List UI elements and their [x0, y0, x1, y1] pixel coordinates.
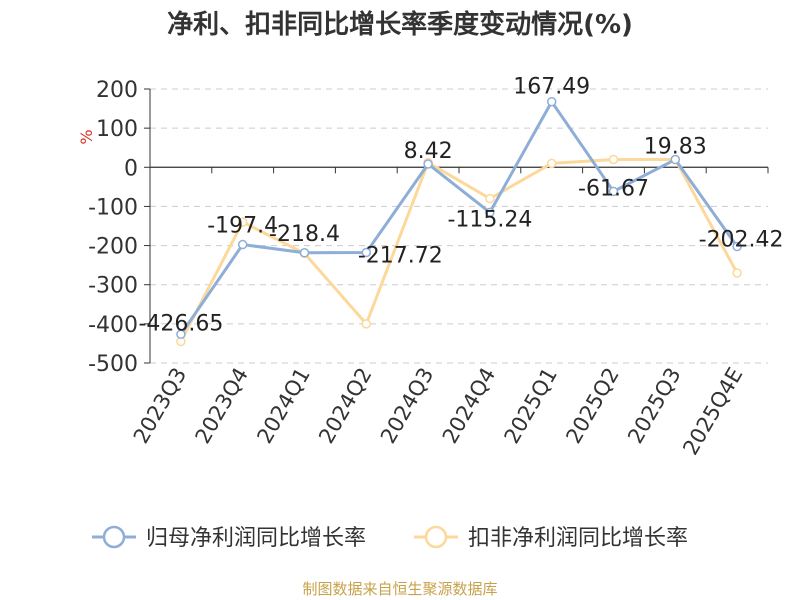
series-point-0: [237, 239, 248, 250]
data-labels: -426.65 -197.4-218.4 -217.72 8.42 -115.24 167…: [138, 75, 783, 337]
series-point-0: [361, 247, 372, 258]
series-point-0: [608, 186, 619, 197]
y-tick-label: 0: [124, 156, 138, 181]
x-category-label: 2023Q4: [191, 364, 253, 448]
data-label: -426.65: [138, 311, 223, 336]
series-line-1: [179, 157, 739, 343]
y-tick-label: -100: [88, 195, 138, 220]
series-lines: [176, 96, 742, 347]
x-category-label: 2025Q1: [500, 364, 562, 448]
x-category-label: 2024Q2: [314, 364, 376, 448]
legend-label: 归母净利润同比增长率: [146, 526, 366, 551]
data-label: 167.49: [513, 75, 590, 100]
series-point-1: [608, 154, 619, 165]
series-point-0: [732, 241, 742, 252]
y-tick-label: -500: [88, 352, 138, 377]
series-point-0: [485, 207, 495, 218]
x-category-label: 2024Q1: [252, 364, 314, 448]
chart-title: 净利、扣非同比增长率季度变动情况(%): [167, 10, 633, 40]
series-point-0: [670, 154, 681, 165]
x-category-label: 2025Q2: [561, 364, 623, 448]
series-point-0: [423, 159, 433, 169]
y-tick-label: -200: [88, 235, 138, 260]
legend-swatch-marker: [424, 525, 448, 549]
series-point-1: [237, 217, 248, 227]
legend-label: 扣非净利润同比增长率: [468, 526, 688, 551]
data-label: -197.4: [207, 214, 278, 239]
series-point-1: [732, 268, 742, 278]
legend: 归母净利润同比增长率 扣非净利润同比增长率: [92, 525, 688, 551]
series-line-0: [179, 100, 739, 336]
data-label: -202.42: [699, 228, 784, 253]
x-category-label: 2023Q3: [129, 364, 191, 448]
y-unit-label: %: [77, 129, 96, 144]
y-tick-label: 100: [96, 117, 138, 142]
data-label: 19.83: [644, 135, 707, 160]
y-tick-label: -400: [88, 313, 138, 338]
y-tick-label: 200: [96, 78, 138, 103]
series-point-0: [546, 96, 557, 107]
series-point-1: [361, 319, 372, 329]
data-label: -217.72: [358, 244, 443, 269]
series-point-0: [299, 248, 310, 258]
series-point-1: [485, 193, 495, 204]
data-label: -115.24: [447, 207, 532, 232]
data-label: -218.4: [269, 222, 340, 247]
series-point-0: [176, 329, 186, 340]
x-category-label: 2024Q3: [376, 363, 438, 447]
y-tick-label: -300: [88, 274, 138, 299]
legend-swatch-marker: [102, 525, 126, 549]
data-label: 8.42: [404, 139, 453, 164]
x-category-label: 2025Q4E: [678, 364, 747, 460]
data-label: -61.67: [578, 176, 649, 201]
x-category-label: 2024Q4: [438, 364, 500, 448]
x-category-label: 2025Q3: [623, 364, 685, 448]
series-point-1: [546, 158, 557, 169]
data-source-note: 制图数据来自恒生聚源数据库: [302, 580, 498, 598]
